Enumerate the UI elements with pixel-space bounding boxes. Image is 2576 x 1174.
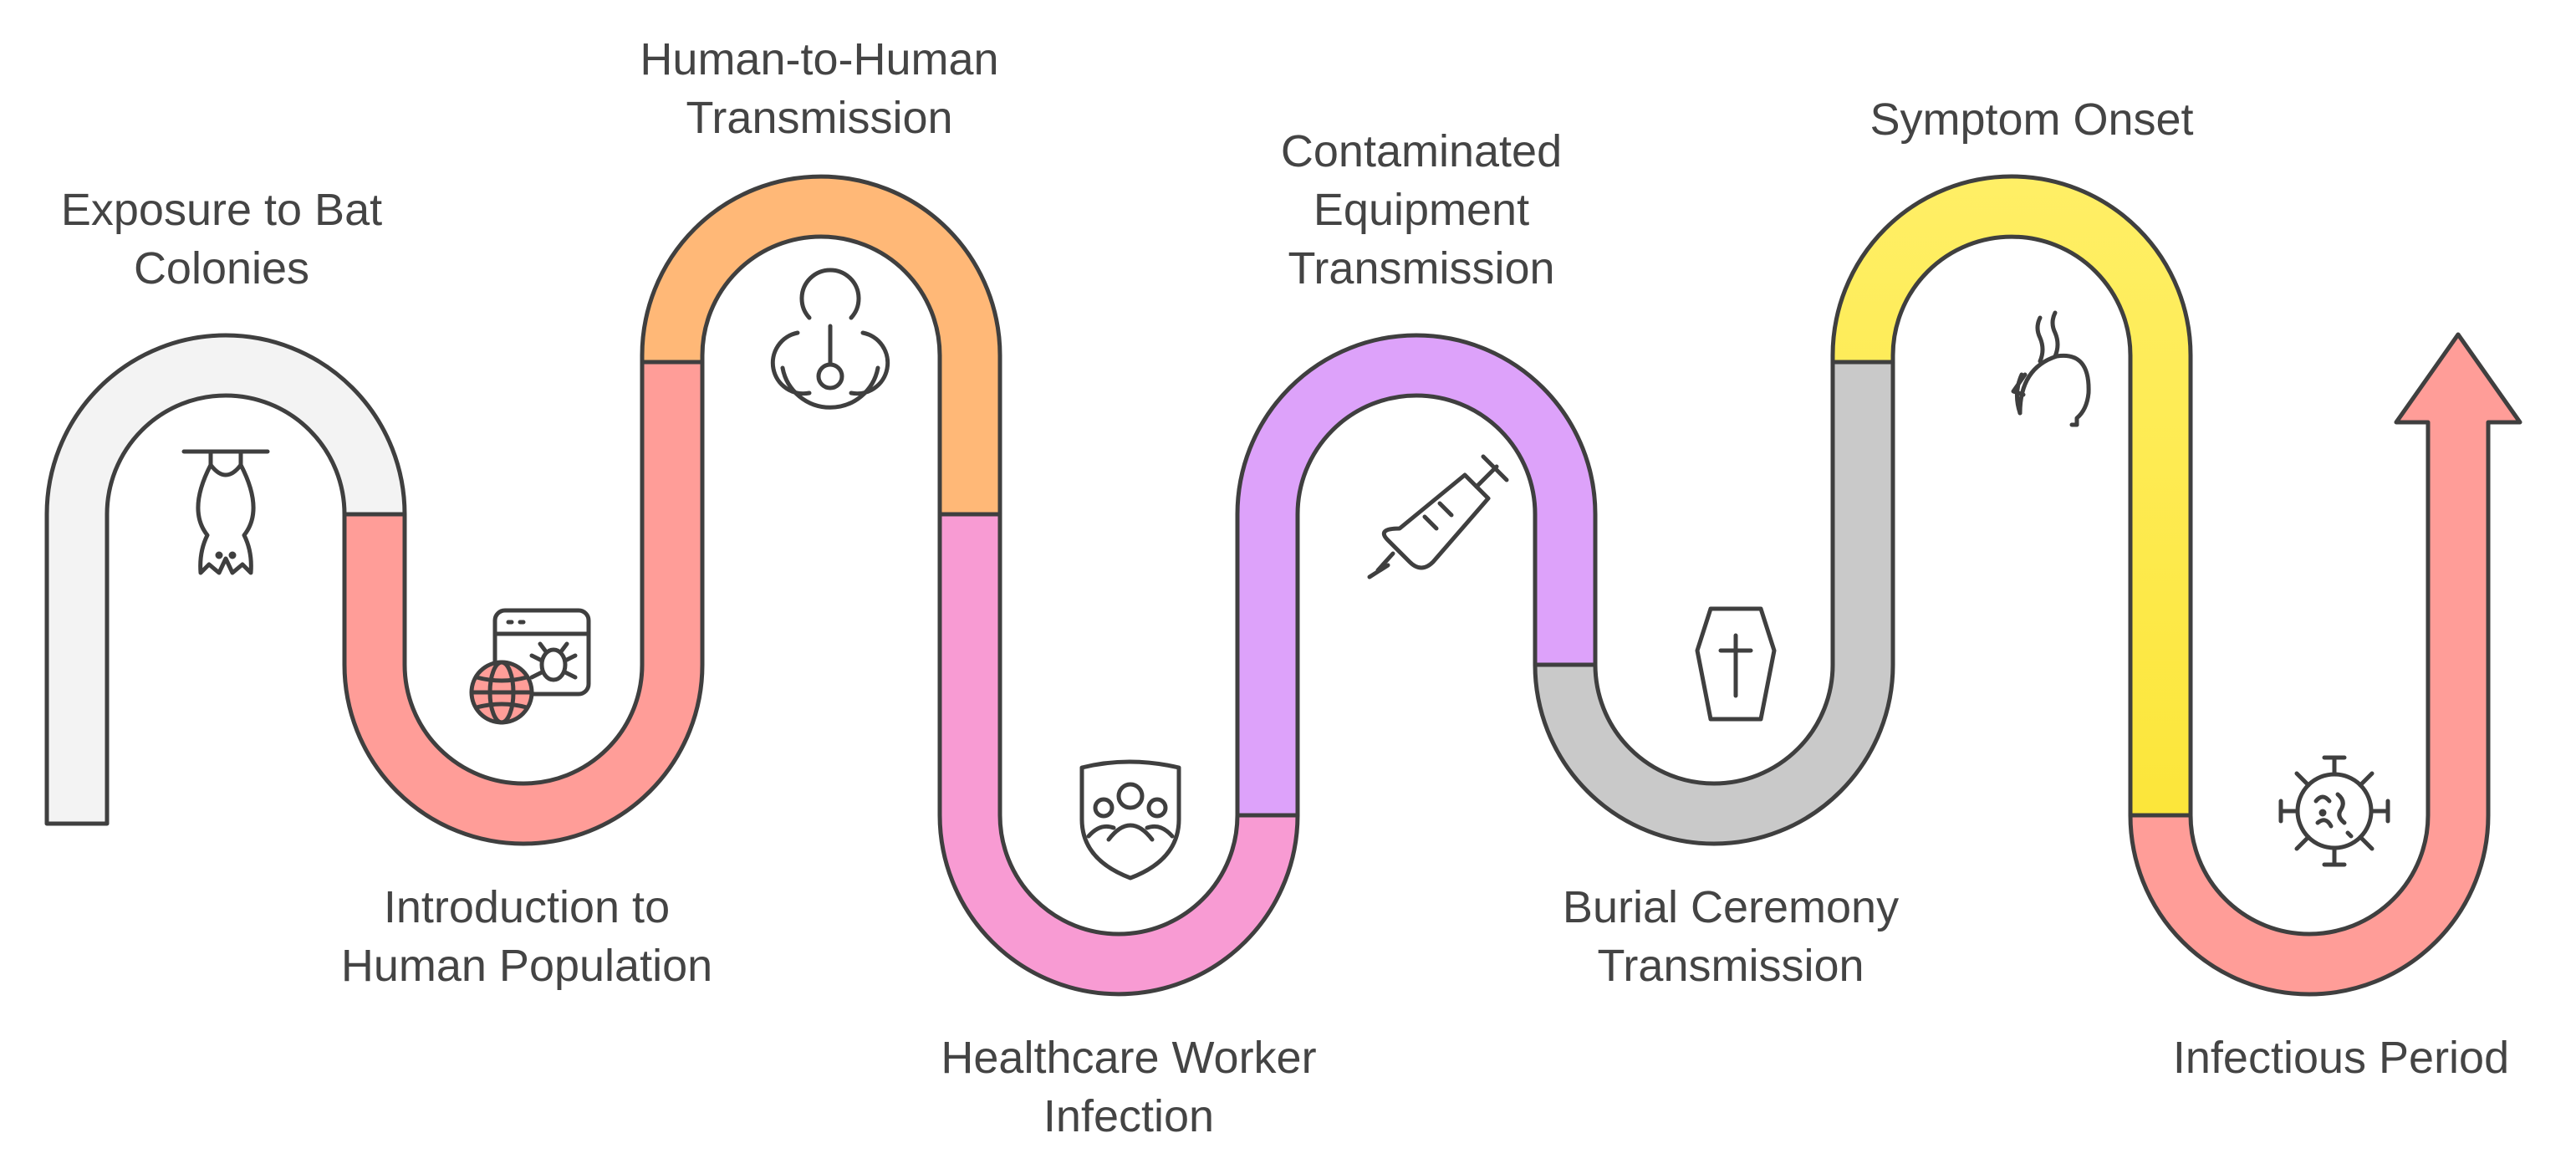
segment-introduction <box>342 360 705 846</box>
label-introduction: Introduction to Human Population <box>340 882 713 991</box>
label-equipment: Contaminated Equipment Transmission <box>1280 126 1563 294</box>
label-human-to-human: Human-to-Human Transmission <box>640 34 999 143</box>
segment-exposure <box>44 333 407 826</box>
label-infectious: Infectious Period <box>2172 1033 2510 1083</box>
coffin-icon <box>1695 606 1777 722</box>
label-symptom: Symptom Onset <box>1870 94 2194 145</box>
web-bug-icon <box>469 608 591 725</box>
label-burial: Burial Ceremony Transmission <box>1562 882 1900 991</box>
shield-people-icon <box>1079 759 1181 880</box>
label-healthcare: Healthcare Worker Infection <box>941 1033 1317 1141</box>
segment-infectious-arrow <box>2128 332 2522 997</box>
label-exposure: Exposure to Bat Colonies <box>60 185 383 294</box>
segment-human-to-human <box>640 174 1002 517</box>
syringe-icon <box>1367 454 1509 579</box>
biohazard-icon <box>770 268 890 410</box>
segment-equipment <box>1235 333 1598 818</box>
segment-burial <box>1533 360 1895 846</box>
virus-icon <box>2278 755 2390 867</box>
bat-icon <box>181 449 270 575</box>
segment-symptom <box>1830 174 2193 818</box>
segment-healthcare <box>937 512 1300 997</box>
head-fever-icon <box>2011 310 2091 427</box>
